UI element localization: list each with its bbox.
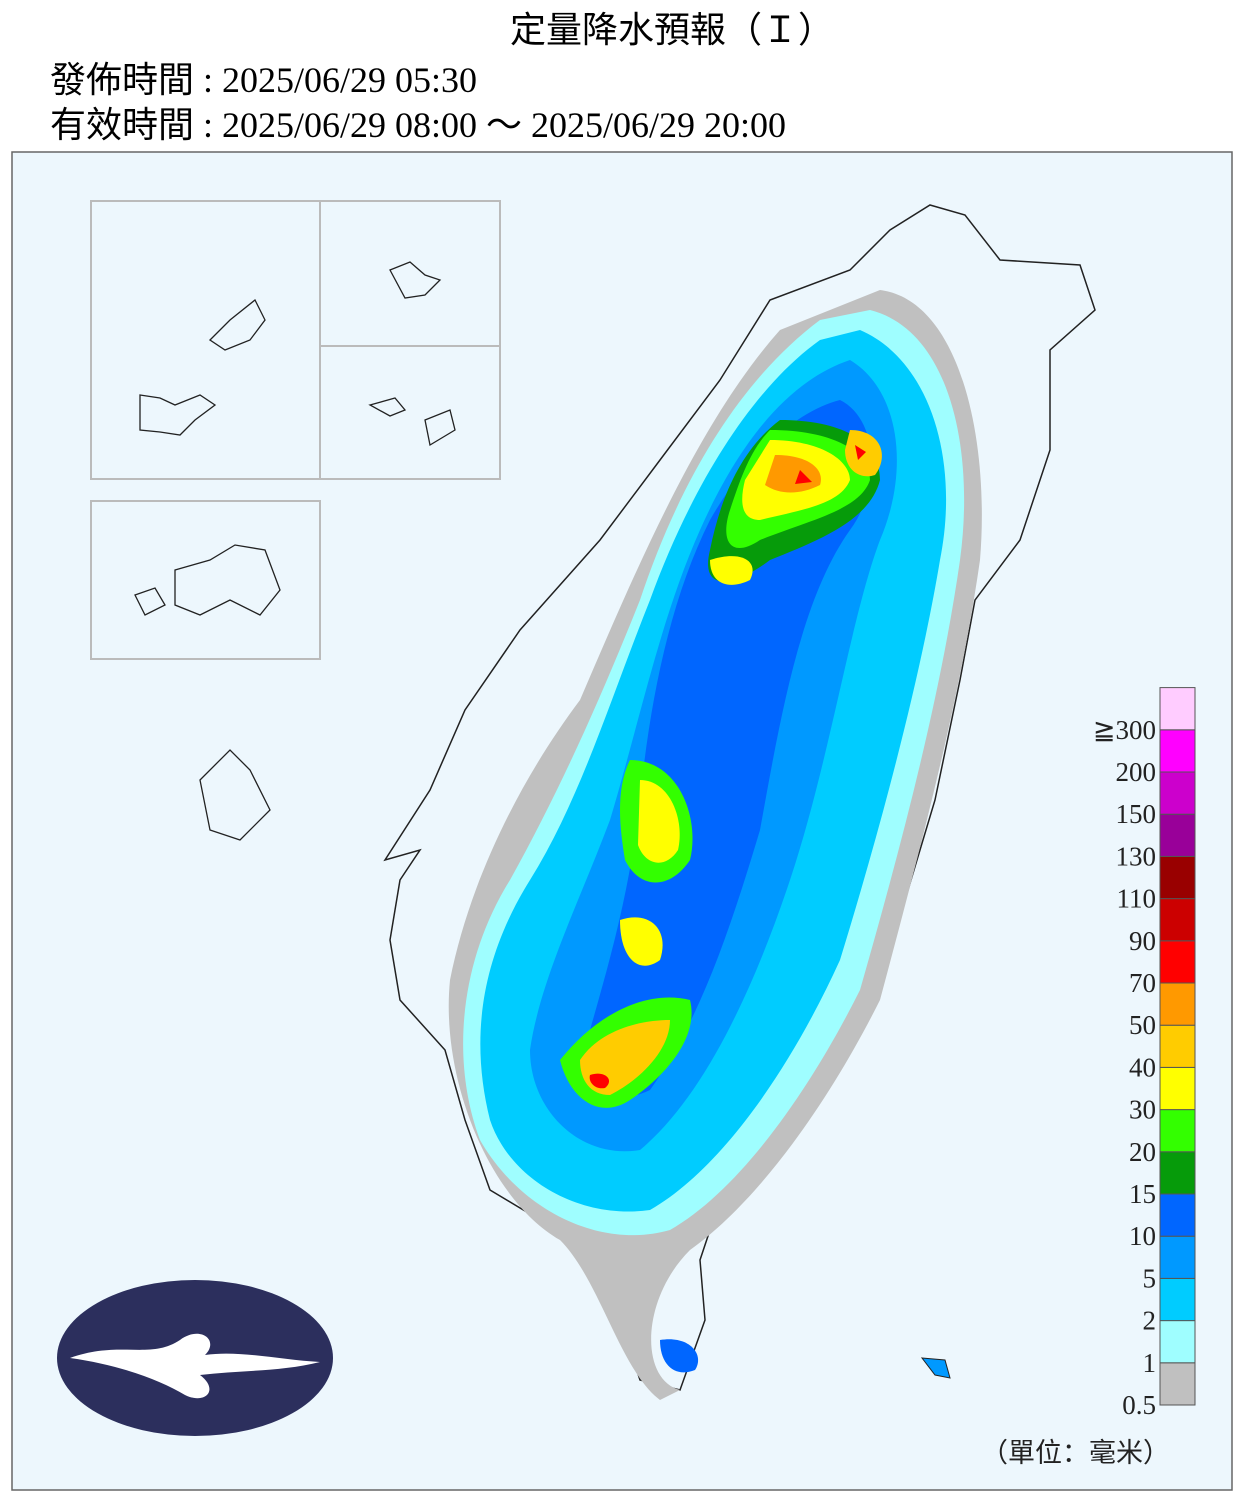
legend-label: ≧300 (1093, 715, 1156, 745)
legend-swatch (1159, 1362, 1196, 1406)
legend-swatch (1159, 1193, 1196, 1237)
legend-label: 0.5 (1122, 1390, 1156, 1420)
legend-swatch (1159, 813, 1196, 857)
legend-swatch (1159, 940, 1196, 984)
legend-swatch (1159, 1277, 1196, 1322)
logo (57, 1280, 333, 1436)
unit-label: （單位：毫米） (981, 1438, 1170, 1468)
legend-label: 150 (1116, 799, 1157, 829)
legend-swatch (1159, 1320, 1196, 1364)
issued-time: 發佈時間 : 2025/06/29 05:30 (50, 60, 477, 100)
legend-label: 15 (1129, 1179, 1156, 1209)
legend-swatch (1159, 687, 1196, 731)
legend-label: 20 (1129, 1137, 1156, 1167)
title: 定量降水預報（Ｉ） (510, 10, 834, 50)
legend-label: 110 (1117, 884, 1157, 914)
legend-label: 1 (1143, 1348, 1157, 1378)
legend-label: 130 (1116, 841, 1157, 871)
legend-label: 200 (1116, 757, 1157, 787)
legend-label: 5 (1143, 1263, 1157, 1293)
legend-swatch (1159, 1066, 1196, 1111)
legend-swatch (1159, 982, 1196, 1026)
insets (90, 200, 501, 660)
legend-label: 90 (1129, 926, 1156, 956)
legend-label: 10 (1129, 1221, 1156, 1251)
legend-swatch (1159, 1235, 1196, 1279)
legend-swatch (1159, 771, 1196, 815)
legend-swatch (1159, 855, 1196, 900)
taiwan-map (383, 204, 1096, 1400)
legend-label: 2 (1143, 1306, 1157, 1336)
legend-label: 50 (1129, 1010, 1156, 1040)
legend-swatch (1159, 898, 1196, 942)
legend-label: 70 (1129, 968, 1156, 998)
valid-time: 有效時間 : 2025/06/29 08:00 ～ 2025/06/29 20:… (50, 105, 786, 145)
legend-swatch (1159, 729, 1196, 773)
legend-label: 40 (1129, 1052, 1156, 1082)
legend-swatch (1159, 1109, 1196, 1153)
legend-label: 30 (1129, 1095, 1156, 1125)
legend-swatch (1159, 1151, 1196, 1195)
legend: 0.5 1 2 5 10 15 20 30 40 50 70 90 110 130 150 200 ≧300 (1093, 687, 1196, 1420)
islands (134, 261, 456, 841)
legend-swatch (1159, 1024, 1196, 1068)
